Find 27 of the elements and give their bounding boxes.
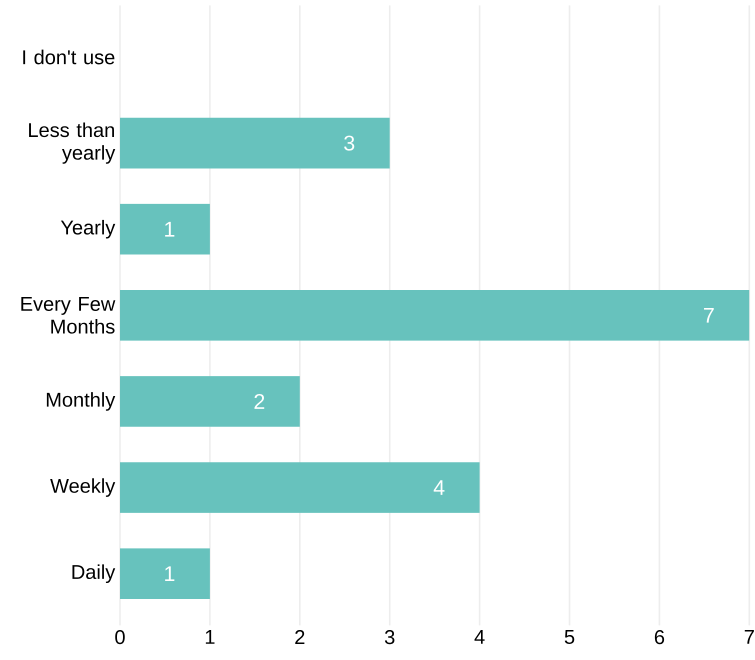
bar — [120, 548, 210, 600]
bar — [120, 204, 210, 255]
bar — [120, 376, 300, 427]
x-tick-label: 2 — [295, 630, 304, 644]
data-label: 1 — [165, 222, 174, 237]
bar — [120, 462, 480, 513]
y-tick-label: Daily — [72, 564, 116, 583]
x-tick-label: 0 — [115, 630, 125, 644]
bar — [120, 118, 390, 168]
x-tick-label: 6 — [654, 630, 664, 644]
y-tick-label: Weekly — [50, 478, 116, 497]
y-tick-label: Less than yearly — [29, 122, 116, 164]
y-tick-label: I don't use — [23, 50, 114, 64]
data-label: 2 — [254, 394, 264, 409]
data-label: 3 — [344, 136, 354, 151]
data-label: 7 — [704, 308, 714, 323]
x-tick-label: 4 — [474, 630, 485, 644]
x-tick-label: 5 — [564, 630, 574, 644]
y-tick-label: Monthly — [46, 392, 116, 411]
bar — [120, 290, 750, 341]
data-label: 4 — [434, 480, 444, 495]
y-tick-label: Yearly — [60, 220, 116, 239]
data-label: 1 — [165, 566, 174, 582]
y-tick-label: Every Few Months — [21, 297, 116, 334]
x-tick-label: 3 — [384, 630, 394, 644]
x-tick-label: 1 — [206, 630, 214, 644]
x-tick-label: 7 — [744, 630, 754, 644]
